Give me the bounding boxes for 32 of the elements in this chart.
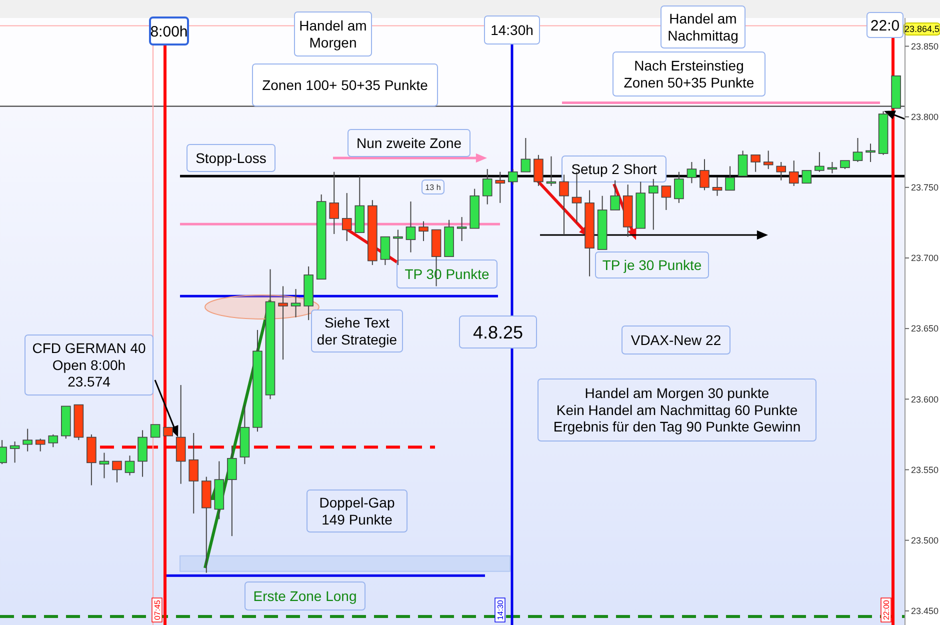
y-tick-label: 23.800 — [911, 112, 939, 122]
annotation: TP je 30 Punkte — [602, 256, 702, 273]
annotation: 23.864,5 — [904, 24, 940, 34]
y-tick-label: 23.700 — [911, 253, 939, 264]
annotation: 4.8.25 — [472, 322, 524, 342]
annotation: 07:45 — [152, 599, 162, 620]
y-tick-label: 23.600 — [911, 394, 939, 404]
y-tick-label: 23.500 — [911, 535, 939, 546]
annotation: Nach Ersteinstieg Zonen 50+35 Punkte — [624, 58, 754, 90]
annotation: CFD GERMAN 40 Open 8:00h 23.574 — [32, 340, 146, 390]
annotation: 22:0 — [870, 17, 900, 34]
annotation: Erste Zone Long — [253, 588, 357, 604]
annotation: Handel am Morgen 30 punkte Kein Handel am Nachmittag 60 Punkte Ergebnis für den Tag 90 Punkte Gewinn — [553, 385, 801, 435]
annotation: 22:00 — [882, 599, 891, 620]
annotation: 8:00h — [150, 23, 188, 40]
annotation: Doppel-Gap 149 Punkte — [319, 494, 395, 528]
y-tick-label: 23.550 — [911, 464, 939, 475]
annotation: VDAX-New 22 — [630, 332, 722, 348]
y-tick-label: 23.750 — [911, 182, 939, 193]
y-tick-label: 23.850 — [911, 41, 939, 52]
annotation: Stopp-Loss — [196, 150, 266, 166]
annotation: 14:30h — [490, 22, 534, 38]
annotation: Zonen 100+ 50+35 Punkte — [262, 76, 428, 93]
y-tick-label: 23.450 — [911, 606, 939, 616]
annotation: Nun zweite Zone — [356, 134, 462, 151]
annotation: Handel am Nachmittag — [668, 10, 738, 44]
y-tick-label: 23.650 — [911, 324, 939, 334]
annotation: Handel am Morgen — [299, 18, 367, 50]
annotation: Siehe Text der Strategie — [316, 314, 398, 348]
annotation: 13 h — [425, 182, 441, 192]
annotation: 14:30 — [496, 599, 505, 620]
annotation: Setup 2 Short — [571, 160, 657, 177]
